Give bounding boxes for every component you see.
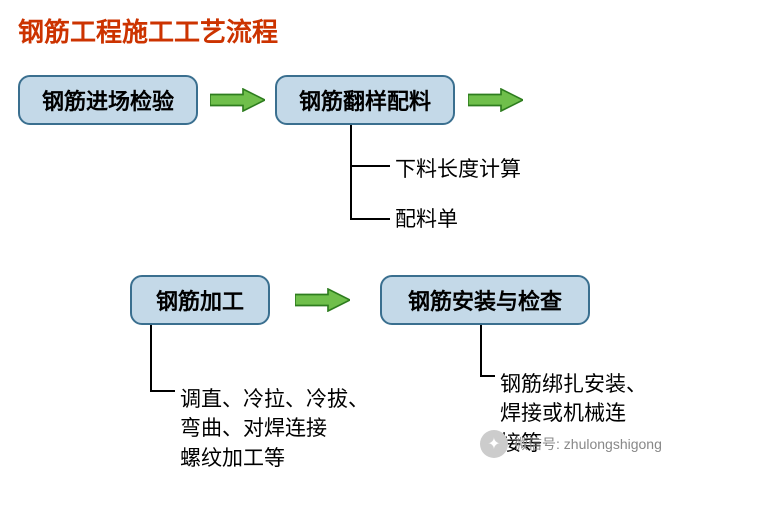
node-layout: 钢筋翻样配料 <box>275 75 455 125</box>
node-label: 钢筋加工 <box>156 284 244 316</box>
node-label: 钢筋进场检验 <box>42 84 174 116</box>
connector-line <box>150 390 175 392</box>
connector-line <box>350 125 352 220</box>
node-label: 钢筋安装与检查 <box>408 284 562 316</box>
diagram-title: 钢筋工程施工工艺流程 <box>18 12 278 49</box>
subtext-processing-detail: 调直、冷拉、冷拔、 弯曲、对焊连接 螺纹加工等 <box>180 385 369 473</box>
wechat-icon: ✦ <box>480 430 508 458</box>
connector-line <box>350 218 390 220</box>
watermark-text: 微信号: zhulongshigong <box>514 434 662 454</box>
node-install: 钢筋安装与检查 <box>380 275 590 325</box>
connector-line <box>480 375 495 377</box>
arrow-icon <box>295 288 350 312</box>
arrow-icon <box>468 88 523 112</box>
node-inspection: 钢筋进场检验 <box>18 75 198 125</box>
connector-line <box>150 325 152 390</box>
connector-line <box>350 165 390 167</box>
subtext-length-calc: 下料长度计算 <box>395 155 521 184</box>
node-processing: 钢筋加工 <box>130 275 270 325</box>
node-label: 钢筋翻样配料 <box>299 84 431 116</box>
subtext-batch-list: 配料单 <box>395 205 458 234</box>
arrow-icon <box>210 88 265 112</box>
connector-line <box>480 325 482 375</box>
watermark: ✦ 微信号: zhulongshigong <box>480 430 662 458</box>
